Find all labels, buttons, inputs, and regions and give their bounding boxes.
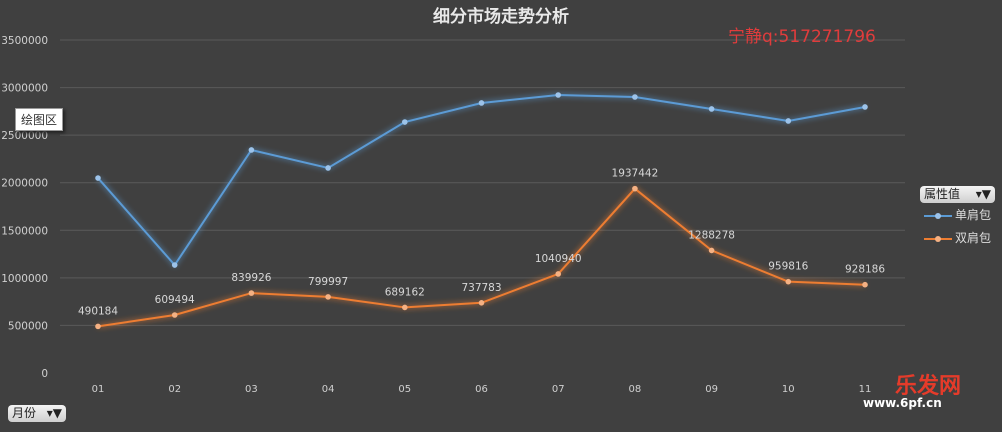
legend-label: 双肩包: [955, 231, 992, 245]
data-point: [862, 104, 868, 110]
data-point: [555, 271, 561, 277]
series-line-1: [97, 93, 866, 267]
watermark-text: 宁静q:517271796: [728, 27, 876, 47]
data-point: [248, 290, 255, 296]
plot-area-tooltip: 绘图区: [15, 108, 64, 131]
x-tick-label: 04: [322, 384, 335, 395]
filter-icon: ▾▼: [46, 406, 62, 420]
data-point: [171, 312, 178, 318]
data-label: 928186: [845, 264, 885, 276]
data-point: [325, 165, 331, 171]
y-tick-label: 1500000: [1, 225, 48, 237]
data-point: [402, 119, 408, 125]
data-point: [248, 147, 255, 153]
x-tick-label: 07: [552, 384, 565, 395]
x-tick-label: 08: [629, 384, 642, 395]
month-filter-label: 月份: [12, 406, 37, 420]
data-point: [402, 304, 408, 311]
data-point: [95, 175, 101, 181]
data-label: 689162: [385, 286, 425, 298]
data-label: 959816: [768, 261, 808, 273]
data-label: 1288278: [688, 229, 735, 241]
data-point: [632, 185, 638, 192]
data-point: [785, 278, 792, 285]
data-label: 490184: [78, 305, 118, 317]
data-point: [95, 323, 101, 330]
data-label: 799997: [308, 276, 348, 288]
y-tick-label: 3000000: [1, 83, 48, 95]
month-filter-button[interactable]: 月份 ▾▼: [8, 405, 66, 422]
data-point: [325, 294, 331, 300]
data-point: [785, 118, 792, 124]
data-label: 839926: [231, 272, 271, 284]
data-point: [708, 106, 715, 112]
data-point: [478, 300, 485, 306]
y-tick-label: 3500000: [1, 35, 48, 47]
y-tick-label: 500000: [8, 320, 48, 332]
legend-title: 属性值: [924, 187, 961, 201]
data-point: [862, 281, 868, 288]
series-line-2: [97, 187, 866, 328]
data-label: 609494: [155, 294, 195, 306]
data-point: [632, 94, 638, 100]
legend-filter-button[interactable]: 属性值 ▾▼: [920, 186, 995, 203]
x-tick-label: 09: [705, 384, 718, 395]
data-point: [555, 92, 561, 98]
data-point: [708, 247, 715, 254]
data-label: 1040940: [535, 253, 582, 265]
x-tick-label: 03: [245, 384, 258, 395]
legend-label: 单肩包: [955, 208, 992, 222]
y-tick-label: 2500000: [1, 130, 48, 142]
y-tick-label: 2000000: [1, 178, 48, 190]
data-label: 1937442: [612, 168, 659, 180]
x-tick-label: 10: [782, 384, 795, 395]
x-tick-label: 06: [475, 384, 488, 395]
data-point: [171, 262, 178, 268]
x-tick-label: 11: [859, 384, 872, 395]
legend-item-series-1[interactable]: 单肩包: [924, 206, 991, 223]
x-tick-label: 01: [92, 384, 105, 395]
y-tick-label: 0: [41, 368, 48, 380]
chart-title: 细分市场走势分析: [433, 7, 569, 27]
x-tick-label: 02: [168, 384, 181, 395]
y-tick-label: 1000000: [1, 273, 48, 285]
x-tick-label: 05: [398, 384, 411, 395]
legend-item-series-2[interactable]: 双肩包: [924, 229, 991, 246]
filter-icon: ▾▼: [975, 187, 991, 201]
data-point: [478, 100, 485, 106]
data-label: 737783: [461, 282, 501, 294]
site-logo: 乐发网 www.6pf.cn: [863, 374, 962, 410]
